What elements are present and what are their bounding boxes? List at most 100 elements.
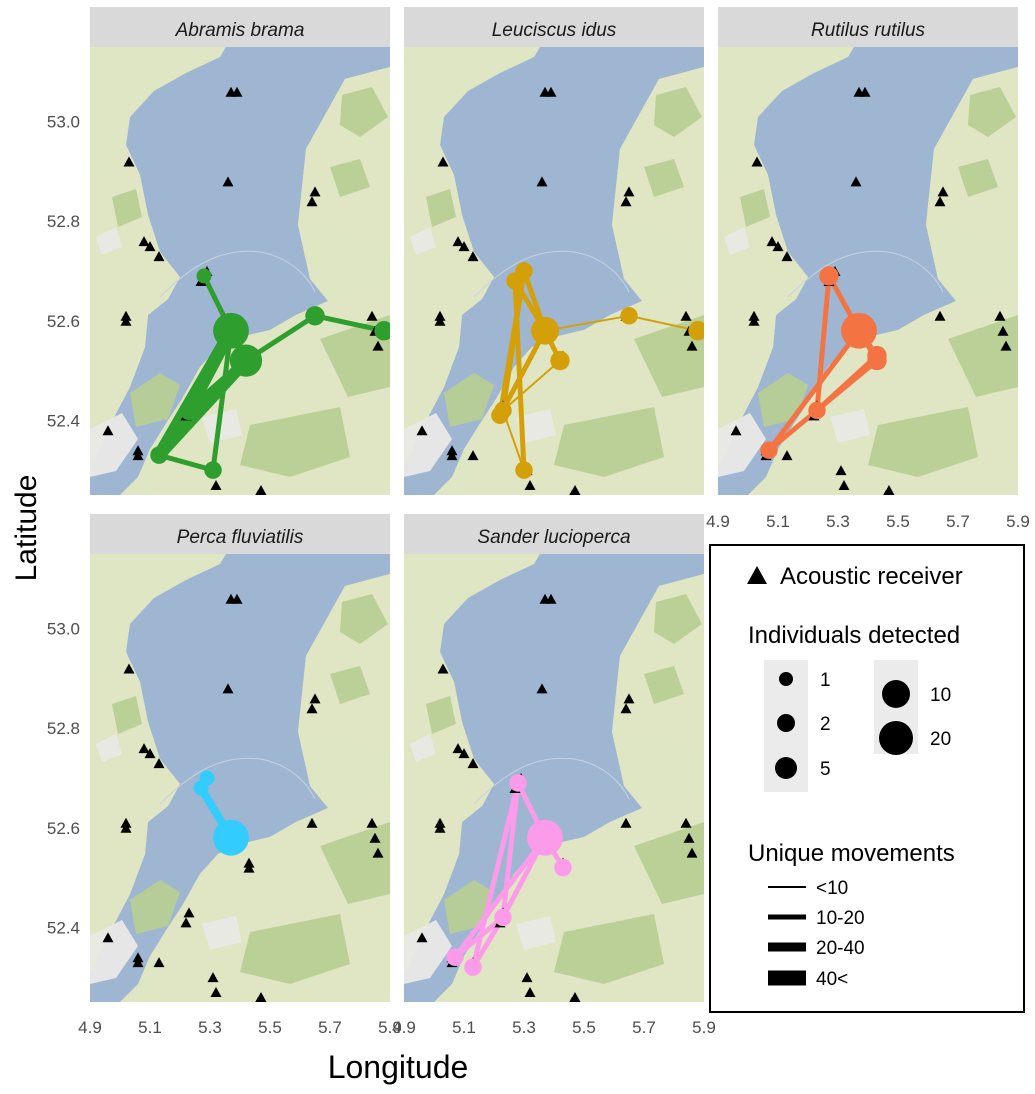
receiver-triangle-icon xyxy=(231,593,243,604)
land-patch xyxy=(644,159,684,197)
movement-line xyxy=(156,452,216,473)
panel-title: Sander lucioperca xyxy=(477,527,630,548)
receiver-triangle-icon xyxy=(859,86,871,97)
detection-point xyxy=(150,446,168,464)
dike-line xyxy=(787,250,944,298)
receiver-triangle-icon xyxy=(231,86,243,97)
receiver-triangle-icon xyxy=(781,450,793,461)
x-tick-label: 5.1 xyxy=(766,512,790,531)
movement-line xyxy=(544,314,630,332)
detection-point xyxy=(620,307,638,325)
receiver-triangle-icon xyxy=(132,450,144,461)
receiver-triangle-icon xyxy=(850,176,862,187)
land-patch xyxy=(112,696,142,734)
receiver-triangle-icon xyxy=(680,310,692,321)
land-patch xyxy=(554,407,664,477)
receiver-triangle-icon xyxy=(210,480,222,491)
x-tick-label: 5.7 xyxy=(632,1018,656,1037)
receiver-triangle-icon xyxy=(153,251,165,262)
land-patch xyxy=(90,652,180,974)
detection-point xyxy=(531,316,559,345)
receiver-triangle-icon xyxy=(772,241,784,252)
strip-background xyxy=(404,7,704,47)
receiver-triangle-icon xyxy=(545,86,557,97)
panel-leuciscus-idus: Leuciscus idus xyxy=(404,7,704,495)
width-key-label: 10-20 xyxy=(816,908,865,929)
land-patch xyxy=(554,914,664,984)
detection-point xyxy=(305,306,325,326)
land-patch xyxy=(330,159,370,197)
detection-point xyxy=(374,321,390,341)
strip-background xyxy=(718,7,1018,47)
receiver-triangle-icon xyxy=(138,236,150,247)
width-key-label: 40< xyxy=(816,969,848,990)
x-tick-label: 5.1 xyxy=(452,1018,476,1037)
axis-ticks: 53.0 52.8 52.6 52.4 53.0 52.8 52.6 52.4 4.9 5.1 5.… xyxy=(47,113,1030,1037)
receiver-triangle-icon xyxy=(748,310,760,321)
legend: Acoustic receiver Individuals detected 1… xyxy=(709,544,1025,1013)
y-tick-label: 52.4 xyxy=(47,918,80,937)
receiver-triangle-icon xyxy=(997,325,1009,336)
size-key-dot xyxy=(775,757,797,779)
panel-title: Abramis brama xyxy=(175,20,305,41)
land-patch xyxy=(426,696,456,734)
receiver-triangle-icon xyxy=(434,310,446,321)
land-patch xyxy=(90,145,180,467)
detection-point xyxy=(204,461,222,479)
width-key-label: 20-40 xyxy=(816,938,865,959)
movement-line xyxy=(500,780,521,920)
receiver-triangle-icon xyxy=(937,186,949,197)
receiver-triangle-icon xyxy=(306,817,318,828)
land-patch xyxy=(404,920,452,984)
land-patch xyxy=(90,920,138,984)
legend-receiver-label: Acoustic receiver xyxy=(780,563,963,590)
receiver-triangle-icon xyxy=(434,817,446,828)
land-patch xyxy=(240,407,350,477)
receiver-triangle-icon xyxy=(620,196,632,207)
y-tick-label: 53.0 xyxy=(47,113,80,132)
land-patch xyxy=(202,916,242,950)
land-patch xyxy=(444,373,494,427)
land-patch xyxy=(968,87,1016,137)
size-key-dot xyxy=(879,721,913,755)
receiver-triangle-icon xyxy=(521,972,533,983)
land-patch xyxy=(130,373,180,427)
receiver-triangle-icon xyxy=(751,156,763,167)
movement-line xyxy=(312,313,387,334)
land-patch xyxy=(404,413,452,477)
size-key-label: 20 xyxy=(930,729,951,750)
land-patch xyxy=(516,916,556,950)
y-tick-label: 53.0 xyxy=(47,620,80,639)
receiver-triangle-icon xyxy=(102,932,114,943)
movement-line xyxy=(502,359,561,412)
receiver-triangle-icon xyxy=(680,817,692,828)
size-key-label: 5 xyxy=(820,759,831,780)
receiver-triangle-icon xyxy=(144,241,156,252)
receiver-triangle-icon xyxy=(120,817,132,828)
receiver-triangle-icon xyxy=(309,186,321,197)
receiver-triangle-icon xyxy=(467,758,479,769)
detection-point xyxy=(193,780,209,796)
receiver-triangle-icon xyxy=(686,340,698,351)
panel-sander-lucioperca: Sander lucioperca xyxy=(404,514,704,1002)
size-key-dot xyxy=(777,714,795,732)
x-axis-title: Longitude xyxy=(328,1049,469,1085)
receiver-triangle-icon xyxy=(138,743,150,754)
receiver-triangle-icon xyxy=(372,340,384,351)
detection-point xyxy=(867,350,887,371)
receiver-triangle-icon xyxy=(747,566,767,584)
dike-line xyxy=(159,757,316,805)
detection-point xyxy=(506,272,524,290)
receiver-triangle-icon xyxy=(437,156,449,167)
detection-point xyxy=(229,344,263,377)
x-tick-label: 4.9 xyxy=(706,512,730,531)
receiver-triangle-icon xyxy=(766,236,778,247)
land-patch xyxy=(868,407,978,477)
detection-point xyxy=(213,312,249,349)
receiver-triangle-icon xyxy=(536,683,548,694)
receiver-triangle-icon xyxy=(120,310,132,321)
receiver-triangle-icon xyxy=(623,186,635,197)
receiver-triangle-icon xyxy=(569,490,575,495)
receiver-triangle-icon xyxy=(452,743,464,754)
movement-line xyxy=(452,835,548,960)
